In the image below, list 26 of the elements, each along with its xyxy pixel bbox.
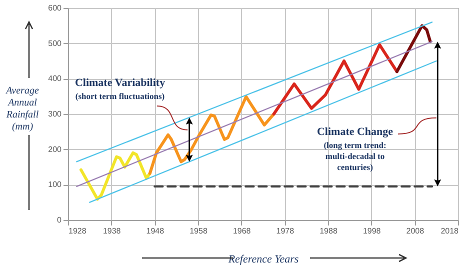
annotation: (short term fluctuations) — [75, 91, 165, 101]
y-tick-label: 300 — [48, 110, 62, 118]
line-series — [272, 43, 398, 116]
x-tick-label: 2008 — [406, 226, 425, 236]
y-tick-label: 400 — [48, 74, 62, 84]
x-tick-label: 1988 — [320, 226, 338, 236]
y-tick-label: 600 — [48, 4, 62, 12]
x-tick-label: 1968 — [232, 226, 252, 236]
line-series — [80, 151, 152, 201]
x-tick-label: 1978 — [276, 226, 295, 236]
annotation: Climate Variability — [74, 77, 166, 89]
x-tick-label: 1998 — [362, 226, 382, 236]
x-tick-label: 1948 — [146, 226, 165, 236]
annotation: (long term trend: multi-decadal to centuries) — [324, 140, 386, 172]
x-tick-label: 1958 — [190, 226, 208, 236]
x-axis-title: Reference Years — [227, 254, 299, 266]
y-axis-title: Average Annual Rainfall (mm) — [5, 86, 40, 132]
x-tick-label: 1938 — [102, 226, 122, 236]
x-tick-label: 1928 — [68, 226, 87, 236]
x-tick-label: 2018 — [440, 226, 460, 236]
y-tick-label: 100 — [48, 180, 62, 190]
line-series — [395, 24, 432, 74]
y-tick-label: 200 — [48, 144, 62, 154]
y-tick-label: 500 — [48, 38, 62, 48]
y-tick-label: 0 — [57, 216, 62, 224]
annotation: Climate Change — [316, 126, 394, 138]
